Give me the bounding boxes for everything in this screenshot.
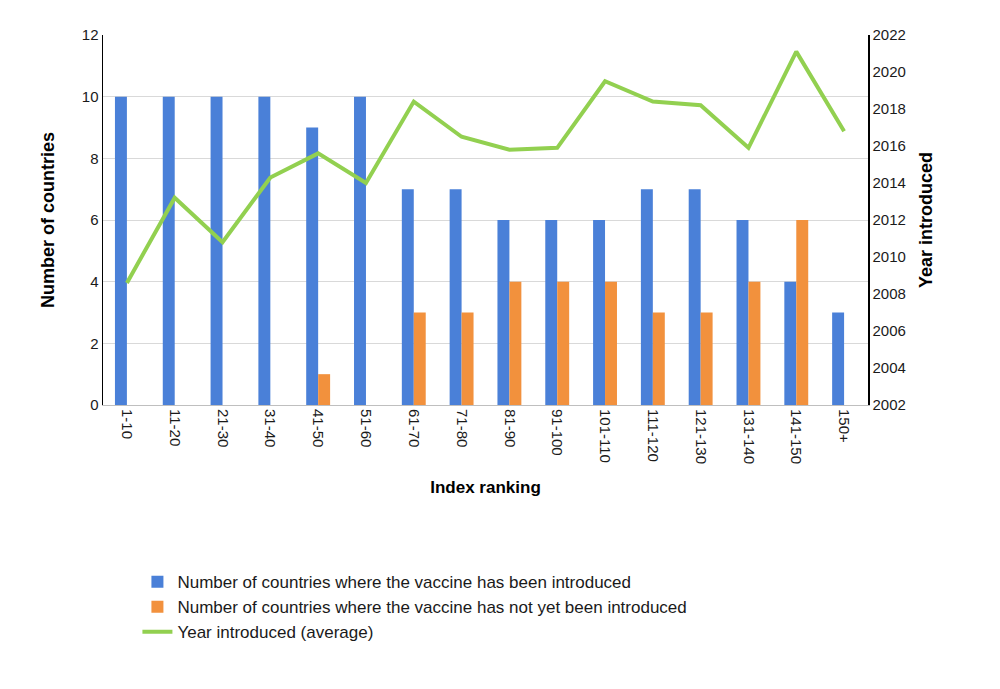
svg-text:Number of countries: Number of countries bbox=[38, 132, 58, 308]
svg-text:51-60: 51-60 bbox=[358, 409, 375, 447]
svg-text:2014: 2014 bbox=[873, 174, 906, 191]
svg-text:2022: 2022 bbox=[873, 26, 906, 43]
svg-text:Year introduced (average): Year introduced (average) bbox=[177, 623, 373, 642]
svg-text:141-150: 141-150 bbox=[788, 409, 805, 464]
svg-text:4: 4 bbox=[90, 273, 98, 290]
svg-text:12: 12 bbox=[82, 26, 99, 43]
svg-text:2008: 2008 bbox=[873, 285, 906, 302]
svg-text:121-130: 121-130 bbox=[693, 409, 710, 464]
svg-text:31-40: 31-40 bbox=[262, 409, 279, 447]
svg-text:91-100: 91-100 bbox=[549, 409, 566, 456]
svg-text:0: 0 bbox=[90, 396, 98, 413]
svg-text:2010: 2010 bbox=[873, 248, 906, 265]
svg-text:2: 2 bbox=[90, 335, 98, 352]
svg-text:Year introduced: Year introduced bbox=[916, 152, 936, 288]
svg-text:111-120: 111-120 bbox=[645, 409, 662, 462]
svg-text:71-80: 71-80 bbox=[454, 409, 471, 447]
svg-text:2018: 2018 bbox=[873, 100, 906, 117]
svg-text:11-20: 11-20 bbox=[167, 409, 184, 446]
svg-text:Number of countries where the: Number of countries where the vaccine ha… bbox=[177, 598, 686, 617]
svg-text:2004: 2004 bbox=[873, 359, 906, 376]
svg-text:Number of countries where the: Number of countries where the vaccine ha… bbox=[177, 573, 631, 592]
svg-text:8: 8 bbox=[90, 150, 98, 167]
svg-text:81-90: 81-90 bbox=[502, 409, 519, 447]
svg-text:10: 10 bbox=[82, 88, 99, 105]
svg-text:6: 6 bbox=[90, 211, 98, 228]
svg-text:2002: 2002 bbox=[873, 396, 906, 413]
svg-text:61-70: 61-70 bbox=[406, 409, 423, 447]
svg-text:101-110: 101-110 bbox=[597, 409, 614, 463]
svg-text:Index ranking: Index ranking bbox=[430, 478, 541, 497]
svg-text:131-140: 131-140 bbox=[741, 409, 758, 464]
svg-text:2016: 2016 bbox=[873, 137, 906, 154]
svg-text:2006: 2006 bbox=[873, 322, 906, 339]
svg-text:150+: 150+ bbox=[836, 409, 853, 443]
svg-text:41-50: 41-50 bbox=[310, 409, 327, 447]
svg-text:1-10: 1-10 bbox=[119, 409, 136, 439]
svg-text:2012: 2012 bbox=[873, 211, 906, 228]
svg-text:21-30: 21-30 bbox=[215, 409, 232, 447]
svg-text:2020: 2020 bbox=[873, 63, 906, 80]
